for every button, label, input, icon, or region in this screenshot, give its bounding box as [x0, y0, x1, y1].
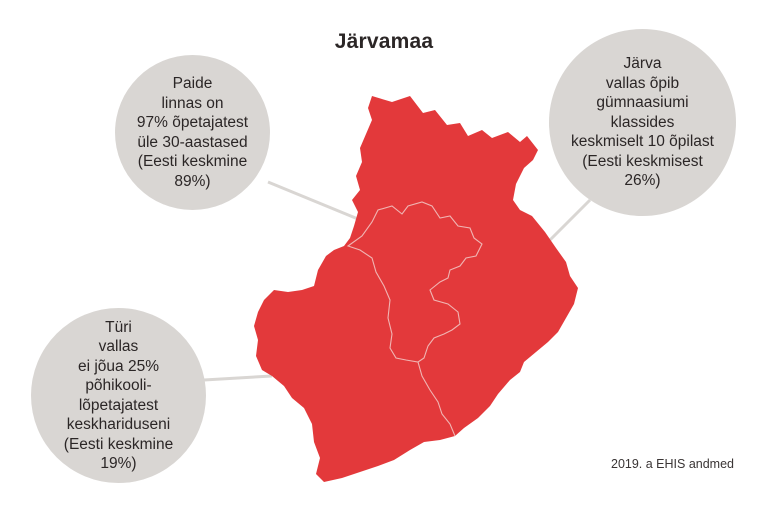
callout-line: (Eesti keskmine	[63, 435, 174, 453]
paide-callout: Paide linnas on 97% õpetajatest üle 30-a…	[115, 55, 270, 210]
callout-line: ei jõua 25%	[77, 357, 159, 375]
county-shape	[254, 96, 578, 482]
callout-line: Türi	[105, 318, 132, 336]
callout-line: (Eesti keskmine	[137, 153, 248, 170]
callout-line: keskmiselt 10 õpilast	[570, 133, 714, 151]
callout-line: Paide	[172, 75, 213, 92]
tyri-callout: Türi vallas ei jõua 25% põhikooli- lõpet…	[31, 308, 206, 483]
municipality-border	[417, 361, 456, 437]
source-note: 2019. a EHIS andmed	[611, 457, 734, 471]
callout-line: klassides	[610, 113, 675, 131]
map-title: Järvamaa	[334, 30, 434, 53]
callout-line: põhikooli-	[85, 377, 152, 394]
callout-line: gümnaasiumi	[596, 94, 689, 112]
jarva-callout: Järva vallas õpib gümnaasiumi klassides …	[549, 29, 736, 216]
callout-line: keskhariduseni	[66, 416, 171, 433]
callout-line: lõpetajatest	[78, 396, 159, 414]
callout-line: Järva	[623, 55, 662, 73]
callout-line: 89%)	[174, 172, 211, 190]
callout-line: 26%)	[624, 172, 661, 190]
callout-line: üle 30-aastased	[137, 133, 248, 151]
callout-line: 19%)	[100, 455, 137, 472]
callout-line: 97% õpetajatest	[136, 114, 249, 131]
callout-line: vallas õpib	[605, 74, 680, 92]
callout-line: linnas on	[161, 94, 224, 112]
callout-line: vallas	[98, 338, 139, 355]
municipality-border	[346, 201, 483, 363]
callout-line: (Eesti keskmisest	[582, 152, 703, 170]
tyri-connector	[203, 374, 273, 382]
